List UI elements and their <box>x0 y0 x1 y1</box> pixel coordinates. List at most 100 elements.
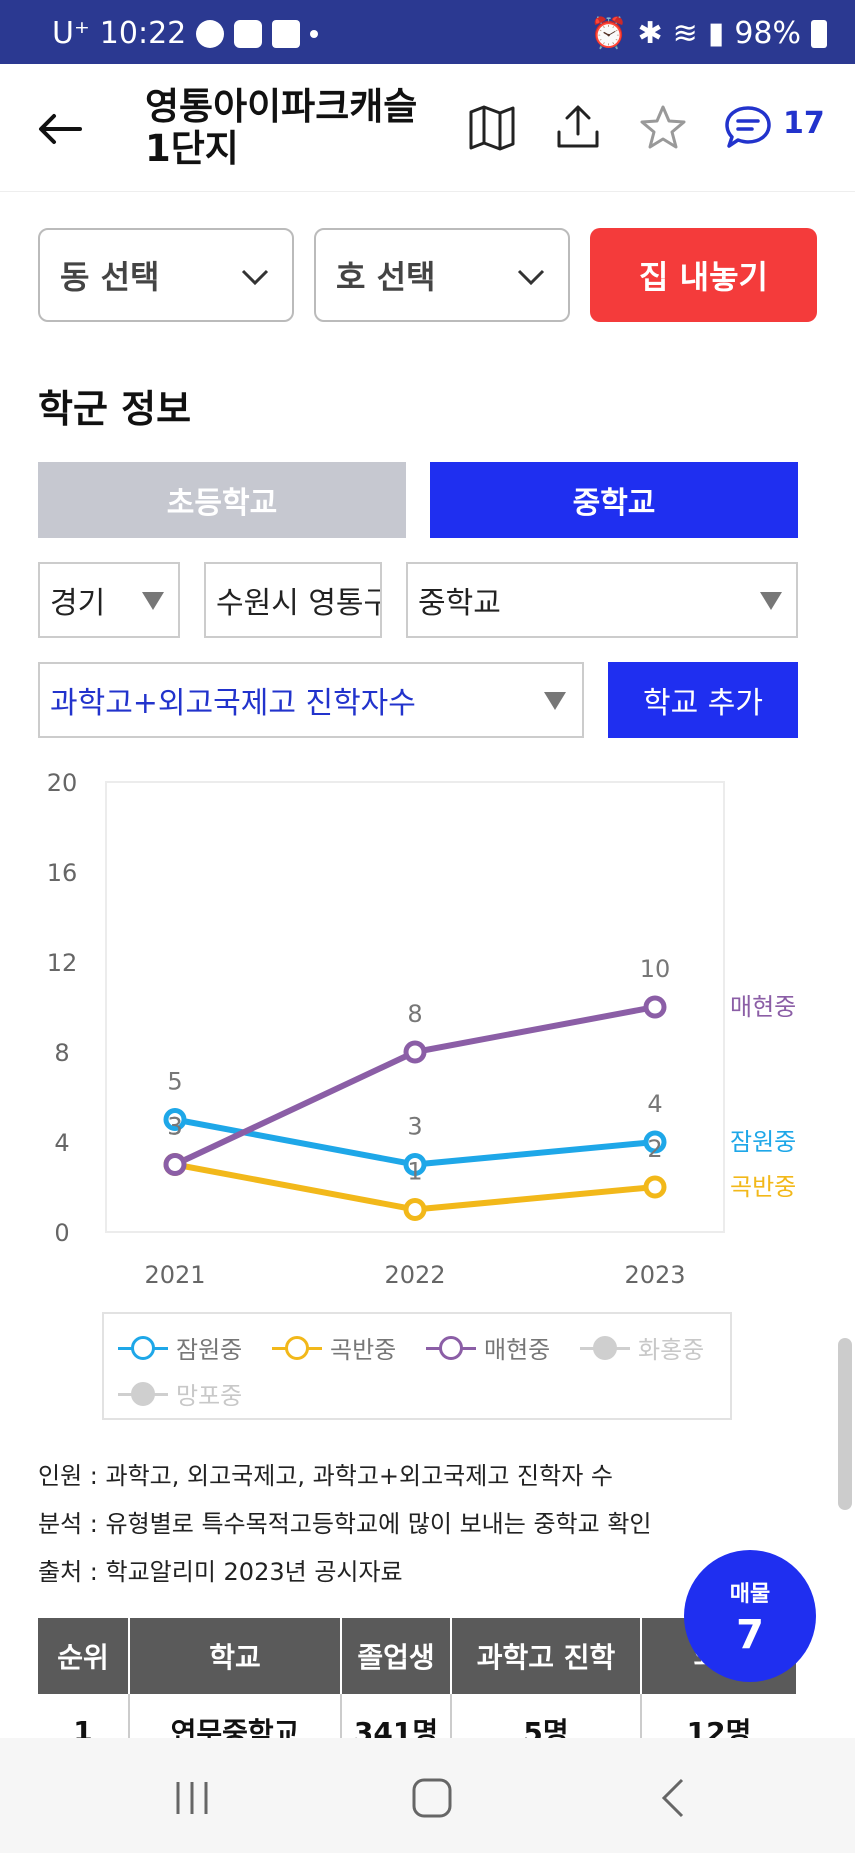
table-header: 순위 학교 졸업생 과학고 진학 외고 <box>38 1618 796 1694</box>
y-tick-label: 8 <box>54 1039 69 1067</box>
data-point <box>643 1130 667 1154</box>
metric-select-value: 과학고+외고국제고 진학자수 <box>50 686 416 721</box>
note-people: 인원 : 과학고, 외고국제고, 과학고+외고국제고 진학자 수 <box>38 1462 613 1490</box>
data-label: 2 <box>647 1135 662 1163</box>
data-point <box>403 1153 427 1176</box>
dong-select[interactable]: 동 선택 <box>38 228 294 322</box>
district-select-value: 수원시 영통구 <box>216 586 382 621</box>
home-icon[interactable] <box>410 1776 454 1820</box>
legend-label: 잠원중 <box>176 1336 243 1364</box>
map-icon[interactable] <box>466 102 518 154</box>
data-point <box>403 1198 427 1221</box>
app-bar: 영통아이파크캐슬 1단지 17 <box>0 64 855 192</box>
school-type-select[interactable]: 중학교 <box>406 562 798 638</box>
triangle-down-icon <box>142 592 164 610</box>
bluetooth-icon: ✱ <box>637 16 663 51</box>
system-nav-bar <box>0 1738 855 1853</box>
col-science: 과학고 진학 <box>452 1618 642 1694</box>
data-point <box>163 1153 187 1176</box>
x-tick-label: 2022 <box>384 1261 445 1289</box>
region-select-value: 경기 <box>50 586 106 621</box>
legend-label: 매현중 <box>484 1336 551 1364</box>
data-label: 10 <box>640 955 671 983</box>
recent-apps-icon[interactable] <box>172 1778 212 1818</box>
data-point <box>403 1040 427 1064</box>
data-point <box>643 1175 667 1199</box>
x-tick-label: 2023 <box>624 1261 685 1289</box>
region-select[interactable]: 경기 <box>38 562 180 638</box>
chat-count[interactable]: 17 <box>783 106 825 141</box>
plot-frame <box>105 781 725 1233</box>
scrollbar[interactable] <box>838 1338 852 1510</box>
battery-icon <box>811 19 827 48</box>
data-label: 8 <box>407 1000 422 1028</box>
data-label: 1 <box>407 1158 422 1186</box>
alarm-icon: ⏰ <box>590 16 628 51</box>
legend-item[interactable]: 화홍중 <box>580 1330 704 1365</box>
note-source: 출처 : 학교알리미 2023년 공시자료 <box>38 1558 403 1586</box>
data-label: 5 <box>167 1068 182 1096</box>
triangle-down-icon <box>544 692 566 710</box>
data-point <box>643 995 667 1019</box>
clock: 10:22 <box>99 16 187 51</box>
ho-select-label: 호 선택 <box>336 258 436 296</box>
series-end-label: 매현중 <box>730 993 796 1021</box>
tab-middle[interactable]: 중학교 <box>430 462 798 538</box>
triangle-down-icon <box>760 592 782 610</box>
status-bar: U⁺ 10:22 ⏰ ✱ ≋ ▮ 98% <box>0 0 855 64</box>
legend-label: 망포중 <box>176 1382 243 1410</box>
listings-fab[interactable]: 매물 7 <box>684 1550 816 1682</box>
carrier-label: U⁺ <box>52 16 90 51</box>
chat-icon[interactable] <box>722 102 774 154</box>
col-rank: 순위 <box>38 1618 130 1694</box>
listings-fab-count: 7 <box>736 1612 764 1658</box>
share-icon[interactable] <box>552 102 604 154</box>
legend-item[interactable]: 잠원중 <box>118 1330 242 1365</box>
legend-item[interactable]: 망포중 <box>118 1376 242 1411</box>
kakaotalk-icon <box>196 19 225 48</box>
series-end-label: 잠원중 <box>730 1128 796 1156</box>
star-icon[interactable] <box>637 102 689 154</box>
wifi-icon: ≋ <box>672 16 698 51</box>
more-notifications-dot <box>310 29 319 38</box>
y-tick-label: 4 <box>54 1129 69 1157</box>
chevron-down-icon <box>241 269 269 286</box>
back-nav-icon[interactable] <box>654 1776 694 1820</box>
data-label: 4 <box>647 1090 662 1118</box>
page-title: 영통아이파크캐슬 1단지 <box>145 85 418 170</box>
series-end-label: 곡반중 <box>730 1173 796 1201</box>
gallery-icon <box>272 19 301 48</box>
sell-house-button[interactable]: 집 내놓기 <box>590 228 817 322</box>
data-label: 3 <box>407 1113 422 1141</box>
tab-elementary[interactable]: 초등학교 <box>38 462 406 538</box>
y-tick-label: 20 <box>47 769 78 797</box>
ho-select[interactable]: 호 선택 <box>314 228 570 322</box>
y-tick-label: 16 <box>47 859 78 887</box>
dong-select-label: 동 선택 <box>60 258 160 296</box>
legend-item[interactable]: 곡반중 <box>272 1330 396 1365</box>
x-tick-label: 2021 <box>144 1261 205 1289</box>
back-arrow-icon[interactable] <box>36 104 86 154</box>
legend-label: 화홍중 <box>638 1336 705 1364</box>
data-label: 3 <box>167 1113 182 1141</box>
cube-app-icon <box>234 19 263 48</box>
legend-label: 곡반중 <box>330 1336 397 1364</box>
data-point <box>163 1108 187 1131</box>
chevron-down-icon <box>517 269 545 286</box>
district-select[interactable]: 수원시 영통구 <box>204 562 382 638</box>
signal-icon: ▮ <box>707 16 725 51</box>
metric-select[interactable]: 과학고+외고국제고 진학자수 <box>38 662 584 738</box>
legend-item[interactable]: 매현중 <box>426 1330 550 1365</box>
section-title: 학군 정보 <box>38 387 192 431</box>
note-analysis: 분석 : 유형별로 특수목적고등학교에 많이 보내는 중학교 확인 <box>38 1510 652 1538</box>
battery-percent: 98% <box>734 16 801 51</box>
col-school: 학교 <box>130 1618 342 1694</box>
chart-legend: 잠원중 곡반중 매현중 화홍중 망포중 <box>102 1312 732 1420</box>
add-school-button[interactable]: 학교 추가 <box>608 662 798 738</box>
y-tick-label: 12 <box>47 949 78 977</box>
series-line <box>173 1004 656 1168</box>
school-type-value: 중학교 <box>418 586 501 621</box>
col-graduates: 졸업생 <box>342 1618 452 1694</box>
data-label: 3 <box>167 1113 182 1141</box>
